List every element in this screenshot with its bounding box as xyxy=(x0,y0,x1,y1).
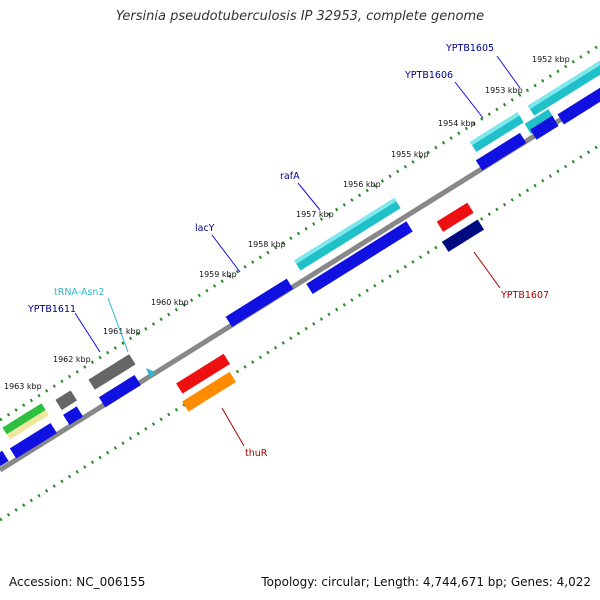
kbp-label: 1952 kbp xyxy=(532,55,570,64)
kbp-label: 1957 kbp xyxy=(296,210,334,219)
gene-blue[interactable] xyxy=(225,278,294,327)
gene-red-upper[interactable] xyxy=(436,202,474,232)
leader-line xyxy=(74,312,101,353)
kbp-label: 1961 kbp xyxy=(103,327,141,336)
leader-line xyxy=(297,182,321,211)
gene-lacy[interactable] xyxy=(306,221,413,295)
gene-rafa[interactable] xyxy=(294,197,401,271)
gene-cyan-small[interactable] xyxy=(524,109,555,135)
gene-yptb1607[interactable] xyxy=(442,219,485,252)
leader-line xyxy=(473,251,501,289)
leader-line xyxy=(454,81,484,119)
gene-label[interactable]: YPTB1611 xyxy=(27,304,76,315)
gene-grey[interactable] xyxy=(55,390,78,411)
leader-line xyxy=(211,234,241,273)
gene-yptb1605[interactable] xyxy=(527,57,600,116)
gene-red-lower[interactable] xyxy=(176,353,230,394)
leader-line xyxy=(107,297,129,353)
kbp-label: 1956 kbp xyxy=(343,180,381,189)
gene-label[interactable]: YPTB1607 xyxy=(500,290,549,301)
kbp-label: 1958 kbp xyxy=(248,240,286,249)
gene-label[interactable]: rafA xyxy=(280,171,300,182)
kbp-label: 1962 kbp xyxy=(53,355,91,364)
gene-blue[interactable] xyxy=(9,422,57,459)
leader-line xyxy=(221,407,245,447)
gene-blue[interactable] xyxy=(530,115,559,140)
gene-blue[interactable] xyxy=(63,406,84,426)
gene-blue[interactable] xyxy=(475,132,527,171)
gene-trna-asn2[interactable] xyxy=(146,368,155,378)
upper-tick-track xyxy=(0,43,600,422)
gene-blue[interactable] xyxy=(0,450,9,470)
lower-tick-track xyxy=(0,143,600,522)
gene-thur[interactable] xyxy=(182,371,236,412)
accession-text: Accession: NC_006155 xyxy=(9,575,146,589)
gene-yptb1611[interactable] xyxy=(88,354,136,390)
gene-blue[interactable] xyxy=(98,374,141,408)
map-title: Yersinia pseudotuberculosis IP 32953, co… xyxy=(115,9,485,24)
kbp-label: 1953 kbp xyxy=(485,86,523,95)
gene-blue[interactable] xyxy=(557,82,600,125)
leader-line xyxy=(496,55,521,89)
gene-yptb1606[interactable] xyxy=(469,112,524,153)
gene-label[interactable]: thuR xyxy=(245,448,268,459)
gene-label[interactable]: YPTB1606 xyxy=(404,70,453,81)
gene-label[interactable]: YPTB1605 xyxy=(445,43,494,54)
gene-green[interactable] xyxy=(2,403,49,440)
genome-summary-text: Topology: circular; Length: 4,744,671 bp… xyxy=(261,575,591,589)
kbp-label: 1960 kbp xyxy=(151,298,189,307)
gene-label[interactable]: tRNA-Asn2 xyxy=(54,287,104,298)
gene-label[interactable]: lacY xyxy=(195,223,215,234)
kbp-label: 1963 kbp xyxy=(4,382,42,391)
kbp-label: 1954 kbp xyxy=(438,119,476,128)
kbp-label: 1955 kbp xyxy=(391,150,429,159)
kbp-label: 1959 kbp xyxy=(199,270,237,279)
